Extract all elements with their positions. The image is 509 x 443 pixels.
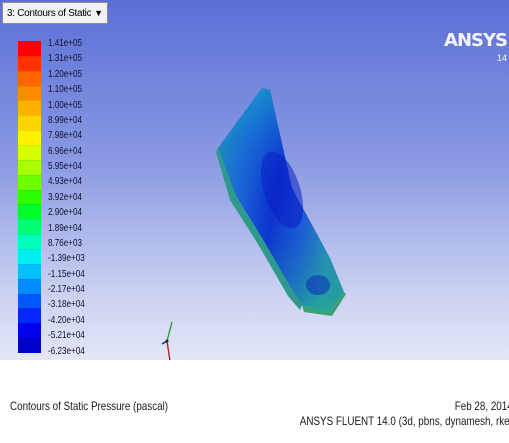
ansys-logo: ANSYS [444, 30, 508, 51]
legend-label: 4.93e+04 [48, 176, 83, 188]
legend-label: -1.39e+03 [48, 253, 85, 265]
legend-swatch [18, 293, 41, 309]
legend-label: 8.99e+04 [48, 114, 83, 126]
legend-swatch [18, 85, 41, 101]
legend-swatch [18, 189, 41, 205]
legend-swatch [18, 100, 41, 116]
legend-label: 7.98e+04 [48, 130, 83, 142]
legend-label: 3.92e+04 [48, 191, 83, 203]
axis-triad [161, 321, 173, 360]
legend-label: 1.10e+05 [48, 84, 83, 96]
chevron-down-icon: ▼ [94, 8, 103, 18]
legend-label: 1.89e+04 [48, 222, 83, 234]
solver-info: ANSYS FLUENT 14.0 (3d, pbns, dynamesh, r… [299, 414, 509, 428]
legend-swatch [18, 145, 41, 160]
plot-date: Feb 28, 2014 [454, 399, 509, 413]
wing-tip [302, 292, 346, 316]
legend-label: -6.23e+04 [48, 345, 85, 357]
legend-swatch [18, 323, 41, 339]
legend-label: -5.21e+04 [48, 330, 85, 342]
legend-label: 1.00e+05 [48, 99, 83, 111]
low-pressure-core [260, 151, 304, 229]
window-selector-label: 3: Contours of Static Pressur [7, 7, 92, 19]
legend-labels: 1.41e+05 1.31e+05 1.20e+05 1.10e+05 1.00e+05… [48, 38, 138, 357]
viewport-footer: Contours of Static Pressure (pascal) Feb… [0, 360, 509, 443]
legend-swatch [18, 219, 41, 235]
legend-label: -2.17e+04 [48, 284, 85, 295]
legend-swatch [18, 159, 41, 175]
legend-swatch [18, 41, 41, 56]
legend-swatch [18, 204, 41, 220]
window-selector-dropdown[interactable]: 3: Contours of Static Pressur ▼ [2, 2, 108, 24]
legend-label: 6.96e+04 [48, 145, 83, 157]
wing-edge [216, 148, 302, 310]
legend-label: -3.18e+04 [48, 299, 85, 311]
legend-label: 5.95e+04 [48, 161, 83, 172]
contour-geometry [216, 88, 346, 316]
legend-swatch [18, 115, 41, 131]
legend-swatch [18, 130, 41, 146]
legend-swatch [18, 278, 41, 294]
legend-label: 1.41e+05 [48, 38, 83, 49]
color-legend: 1.41e+05 1.31e+05 1.20e+05 1.10e+05 1.00e+05… [18, 38, 138, 360]
legend-swatch [18, 234, 41, 250]
legend-swatch [18, 263, 41, 279]
legend-label: 2.90e+04 [48, 207, 83, 219]
legend-swatch [18, 338, 41, 354]
legend-swatch [18, 55, 41, 71]
ansys-version: 14 [496, 53, 507, 63]
legend-label: -4.20e+04 [48, 314, 85, 326]
legend-label: 8.76e+03 [48, 237, 83, 249]
legend-swatch [18, 308, 41, 324]
legend-colorbar [18, 41, 41, 354]
legend-label: -1.15e+04 [48, 268, 85, 280]
legend-swatch [18, 174, 41, 190]
legend-swatch [18, 249, 41, 264]
plot-title: Contours of Static Pressure (pascal) [10, 399, 169, 413]
graphics-viewport[interactable]: 3: Contours of Static Pressur ▼ 1.41e+05… [0, 0, 509, 360]
legend-swatch [18, 70, 41, 86]
legend-label: 1.31e+05 [48, 53, 83, 65]
legend-label: 1.20e+05 [48, 68, 83, 80]
